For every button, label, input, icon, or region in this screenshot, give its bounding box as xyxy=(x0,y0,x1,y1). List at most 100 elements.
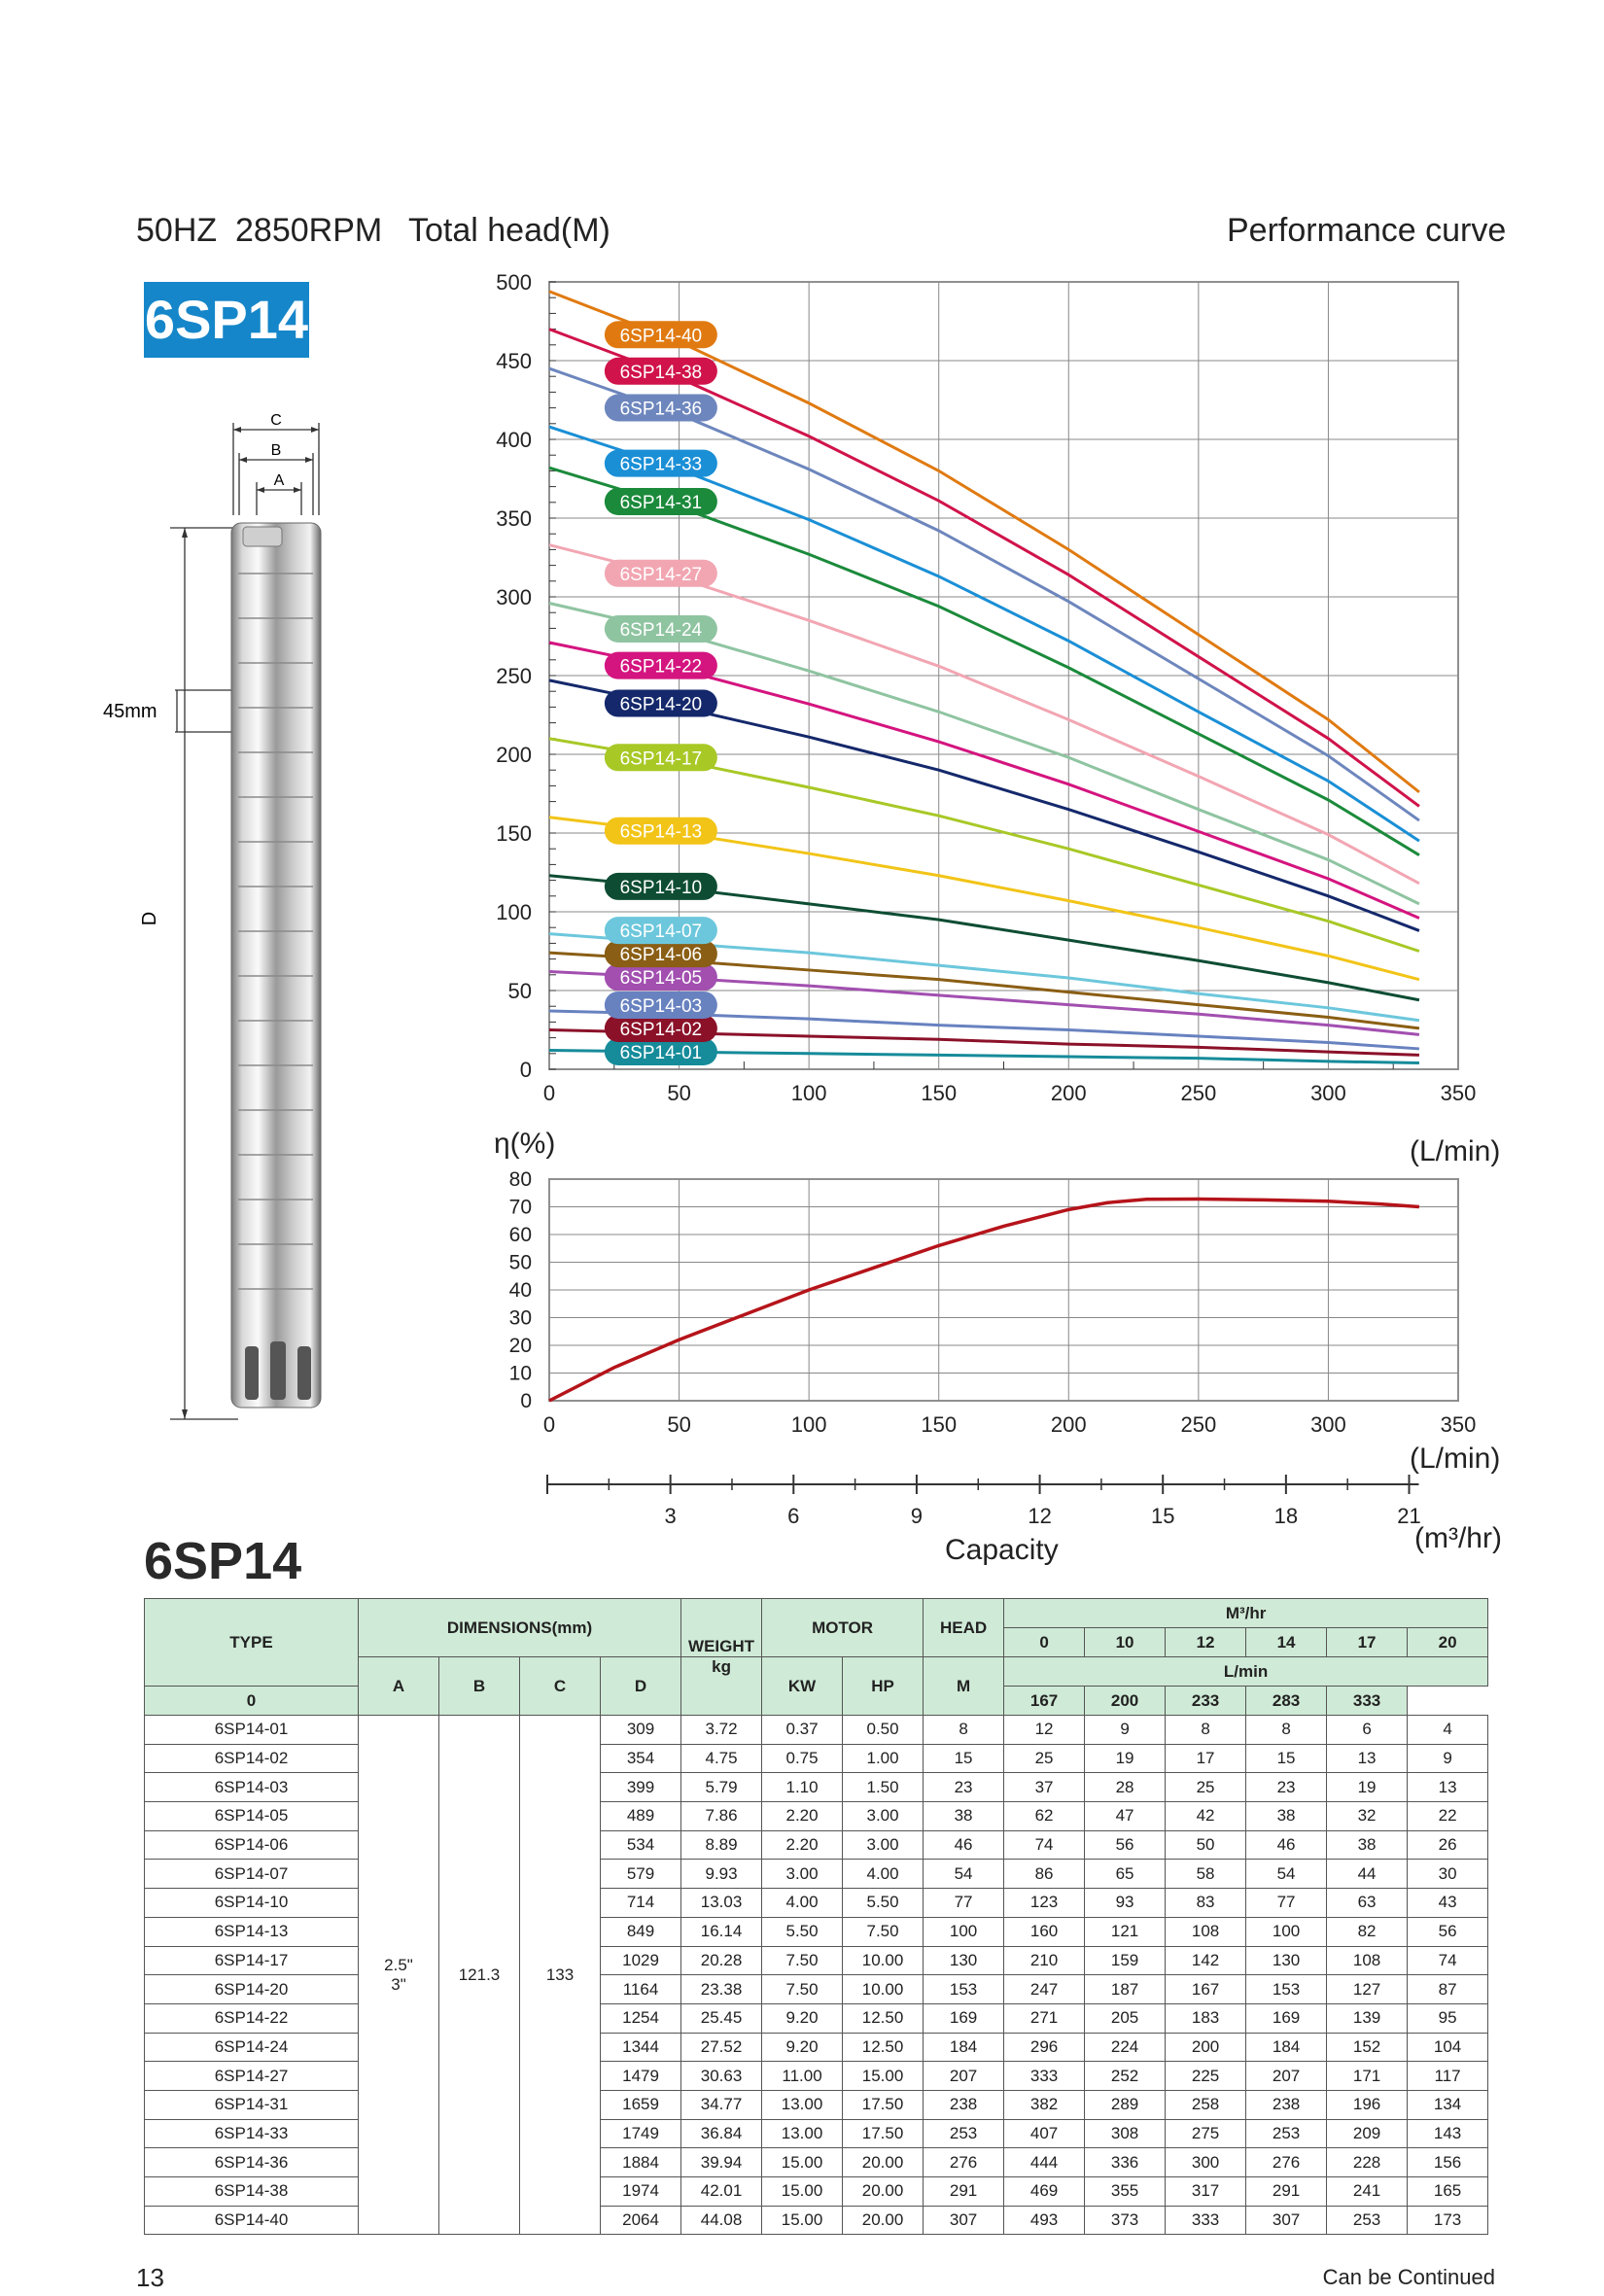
cell-value: 17 xyxy=(1165,1743,1247,1774)
cell-value: 4.00 xyxy=(761,1888,844,1918)
head-series-label: 6SP14-05 xyxy=(604,963,717,991)
cell-value: 253 xyxy=(1245,2118,1328,2149)
head-series-label-pill xyxy=(604,1037,717,1065)
efficiency-x-tick-label: 50 xyxy=(667,1412,690,1437)
head-chart-series-labels: 6SP14-01 6SP14-02 6SP14-03 6SP14-05 6SP14-06… xyxy=(604,321,717,1065)
cell-value: 82 xyxy=(1326,1916,1409,1947)
cell-value: 1164 xyxy=(599,1974,682,2004)
flow-m3-0: 0 xyxy=(1003,1627,1086,1657)
capacity-tick-label: 3 xyxy=(665,1504,677,1528)
cell-value: 142 xyxy=(1165,1945,1247,1976)
head-series-label: 6SP14-31 xyxy=(604,487,717,515)
flow-m3-3: 14 xyxy=(1245,1627,1328,1657)
head-x-tick-label: 50 xyxy=(667,1081,690,1105)
cell-value: 9 xyxy=(1407,1743,1489,1774)
head-series-line xyxy=(548,328,1420,808)
cell-value: 289 xyxy=(1084,2089,1167,2120)
cell-value: 849 xyxy=(599,1916,682,1947)
head-series-label: 6SP14-20 xyxy=(604,689,717,717)
col-weight-unit: kg xyxy=(680,1656,763,1716)
efficiency-y-tick-label: 70 xyxy=(509,1197,532,1219)
head-y-tick-label: 100 xyxy=(496,900,532,924)
cell-value: 74 xyxy=(1407,1945,1489,1976)
cell-value: 2.20 xyxy=(761,1829,844,1861)
cell-value: 1.50 xyxy=(842,1772,924,1803)
head-y-tick-label: 400 xyxy=(496,428,532,452)
cell-value: 309 xyxy=(599,1715,682,1745)
efficiency-y-tick-label: 80 xyxy=(509,1168,532,1191)
cell-value: 317 xyxy=(1165,2176,1247,2207)
efficiency-chart-series xyxy=(548,1197,1420,1403)
head-series-label: 6SP14-10 xyxy=(604,872,717,900)
cell-value: 77 xyxy=(1245,1888,1328,1918)
capacity-tick-label: 18 xyxy=(1274,1504,1298,1528)
efficiency-curve xyxy=(548,1197,1420,1403)
cell-value: 63 xyxy=(1326,1888,1409,1918)
flow-m3-4: 17 xyxy=(1326,1627,1409,1657)
cell-value: 373 xyxy=(1084,2205,1167,2236)
head-x-tick-label: 150 xyxy=(921,1081,957,1105)
cell-value: 11.00 xyxy=(761,2061,844,2091)
cell-value: 169 xyxy=(1245,2002,1328,2034)
capacity-tick-label: 6 xyxy=(787,1504,799,1528)
efficiency-x-tick-label: 300 xyxy=(1310,1412,1346,1437)
cell-value: 333 xyxy=(1003,2061,1086,2091)
col-hp-header: HP xyxy=(842,1656,924,1716)
cell-value: 13.00 xyxy=(761,2118,844,2149)
cell-value: 36.84 xyxy=(680,2118,763,2149)
cell-value: 238 xyxy=(1245,2089,1328,2120)
cell-value: 184 xyxy=(1245,2032,1328,2063)
cell-type: 6SP14-10 xyxy=(144,1888,359,1918)
table-row: 6SP14-38 1974 42.01 15.00 20.00 291 469 355 317 2… xyxy=(144,2176,1489,2207)
cell-value: 300 xyxy=(1165,2147,1247,2177)
cell-value: 7.50 xyxy=(761,1945,844,1976)
head-chart-x-ticks: 0 50 100 150 200 250 300 350 xyxy=(543,1081,1476,1105)
cell-value: 5.50 xyxy=(842,1888,924,1918)
table-row: 6SP14-17 1029 20.28 7.50 10.00 130 210 159 142 13… xyxy=(144,1945,1489,1976)
cell-value: 104 xyxy=(1407,2032,1489,2063)
efficiency-y-tick-label: 30 xyxy=(509,1307,532,1330)
cell-value: 196 xyxy=(1326,2089,1409,2120)
efficiency-x-tick-label: 350 xyxy=(1441,1412,1477,1437)
head-series-label-text: 6SP14-02 xyxy=(620,1020,703,1040)
cell-dim-c: 133 xyxy=(519,1714,601,2236)
cell-value: 241 xyxy=(1326,2176,1409,2207)
pump-drawing: C B A D 45mm xyxy=(103,412,322,1420)
efficiency-x-tick-label: 200 xyxy=(1051,1412,1087,1437)
head-series-label-pill xyxy=(604,917,717,945)
head-series-label: 6SP14-33 xyxy=(604,449,717,477)
head-series-label-text: 6SP14-13 xyxy=(620,822,703,843)
capacity-tick-label: 9 xyxy=(911,1504,923,1528)
cell-value: 1254 xyxy=(599,2002,682,2034)
cell-value: 258 xyxy=(1165,2089,1247,2120)
flow-lmin-3: 233 xyxy=(1165,1686,1247,1716)
cell-value: 16.14 xyxy=(680,1916,763,1947)
cell-value: 5.50 xyxy=(761,1916,844,1947)
cell-value: 3.00 xyxy=(761,1859,844,1890)
cell-value: 23 xyxy=(1245,1772,1328,1803)
cell-value: 134 xyxy=(1407,2089,1489,2120)
cell-value: 207 xyxy=(1245,2061,1328,2091)
table-row: 6SP14-07 579 9.93 3.00 4.00 54 86 65 58 54 44 30 xyxy=(144,1859,1489,1890)
cell-value: 167 xyxy=(1165,1974,1247,2004)
head-series-label-text: 6SP14-31 xyxy=(620,493,703,513)
col-m3hr-header: M³/hr xyxy=(1003,1598,1489,1628)
cell-value: 276 xyxy=(923,2147,1005,2177)
cell-value: 275 xyxy=(1165,2118,1247,2149)
cell-value: 9.20 xyxy=(761,2002,844,2034)
head-series-label-text: 6SP14-40 xyxy=(620,326,703,346)
dim-45mm-label: 45mm xyxy=(103,701,157,722)
cell-value: 160 xyxy=(1003,1916,1086,1947)
head-series-label-text: 6SP14-17 xyxy=(620,748,703,769)
cell-value: 207 xyxy=(923,2061,1005,2091)
cell-value: 26 xyxy=(1407,1829,1489,1861)
flow-lmin-5: 333 xyxy=(1326,1686,1409,1716)
head-x-tick-label: 350 xyxy=(1441,1081,1477,1105)
cell-value: 444 xyxy=(1003,2147,1086,2177)
head-series-label-pill xyxy=(604,940,717,968)
continued-note: Can be Continued xyxy=(1322,2265,1495,2289)
head-series-label-text: 6SP14-06 xyxy=(620,945,703,965)
cell-dim-a: 2.5" 3" xyxy=(358,1714,439,2236)
col-m-header: M xyxy=(923,1656,1005,1716)
cell-value: 13 xyxy=(1407,1772,1489,1803)
